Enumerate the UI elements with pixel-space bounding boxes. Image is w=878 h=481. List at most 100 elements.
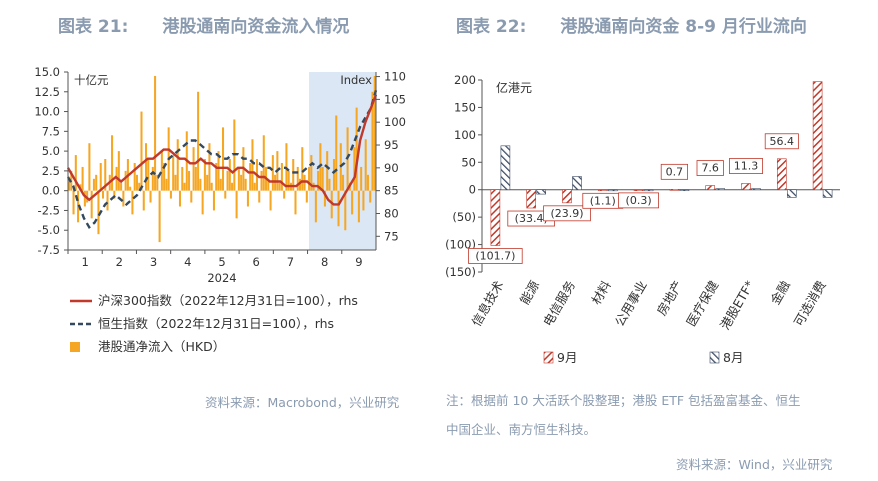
data-label: (33.4) [515,212,548,225]
bar-august [608,189,618,192]
flow-bar [215,162,218,191]
data-label: (1.1) [590,194,616,207]
flow-bar [267,178,270,191]
flow-bar [328,178,331,191]
flow-bar [194,166,197,191]
flow-bar [299,178,302,191]
flow-bar [246,190,249,207]
flow-bar [149,190,152,203]
y-tick-label: 0 [469,183,476,197]
x-tick-label: 4 [184,255,191,269]
flow-bar [199,178,202,191]
data-label: 0.7 [666,165,684,178]
flow-bar [301,147,304,191]
flow-bar [208,143,211,191]
flow-bar [326,151,329,191]
flow-bar [92,178,95,191]
bar-september [776,158,787,191]
x-tick-label: 7 [287,255,294,269]
data-label: (101.7) [475,250,515,263]
category-label: 医疗保健 [683,278,721,329]
bar-september [562,189,572,204]
right-tick-label: 80 [384,206,399,220]
left-tick-label: -2.5 [38,203,60,217]
bar-august [822,189,833,198]
flow-bar [172,155,175,191]
left-figure-title: 图表 21: 港股通南向资金流入情况 [58,12,349,37]
flow-bar [77,190,80,223]
hsi-index-line [66,89,378,230]
right-tick-label: 90 [384,161,399,175]
x-tick-label: 6 [253,255,260,269]
left-tick-label: 0.0 [42,184,60,198]
right-source: 资料来源：Wind，兴业研究 [676,457,833,472]
right-axis-label: Index [340,73,372,87]
unit-label: 亿港元 [496,80,532,95]
sector-flow-chart: 200 150 100 50 0 (50) (100) (150) 亿港元 (101.7) 信息技术… [445,73,840,365]
y-tick-label: 50 [461,155,476,169]
bar-august [751,188,761,191]
right-tick-label: 85 [384,184,399,198]
x-tick-label: 1 [81,255,88,269]
category-label: 房地产 [654,278,686,318]
bar-august [786,189,797,198]
bar-september [705,185,716,191]
flow-bar [360,166,363,191]
flow-bar [355,107,358,191]
x-tick-label: 9 [355,255,362,269]
flow-bar [278,182,281,191]
flow-bar [308,166,311,191]
flow-bar [269,190,272,211]
data-label-box [696,160,724,176]
x-tick-label: 2 [116,255,123,269]
bar-august [715,188,726,191]
flow-bar [210,182,213,191]
flow-bar [104,159,107,191]
flow-bar [95,174,98,191]
flow-bar [249,162,252,191]
flow-bar [156,174,159,191]
flow-bar [244,178,247,191]
category-label: 可选消费 [791,278,829,329]
legend-september-label: 9月 [557,350,577,365]
flow-bar [292,159,295,191]
category-label: 材料 [588,278,614,308]
flow-bar [176,139,179,191]
bar-september [741,183,751,191]
flow-bar [369,190,372,203]
left-tick-label: 5.0 [42,144,60,158]
flow-bar [101,190,105,199]
bar-september [633,189,644,192]
left-figure-text: 港股通南向资金流入情况 [162,17,350,37]
flow-bar [231,182,234,191]
flow-bar [337,190,340,227]
flow-bar [72,190,75,215]
data-label-box [660,163,688,180]
flow-bar [165,178,168,191]
flow-bar [188,170,191,191]
legend-september-swatch [543,351,554,364]
flow-bar [111,135,114,191]
flow-bar [351,190,354,215]
flow-bar [83,190,86,207]
flow-bar [240,174,243,191]
flow-bar [344,190,347,231]
legend-flow-swatch [70,342,80,352]
flow-bar [314,190,317,223]
category-label: 金融 [767,278,793,308]
flow-bar [178,190,182,207]
right-tick-label: 95 [384,138,399,152]
data-label: 56.4 [770,135,795,148]
left-source: 资料来源：Macrobond，兴业研究 [205,395,400,410]
right-figure-text: 港股通南向资金 8-9 月行业流向 [560,17,807,37]
flow-bar [106,190,109,211]
flow-bar [169,190,172,199]
flow-bar [353,147,356,191]
bar-september [669,189,680,191]
flow-bar [283,190,286,199]
flow-bar [135,174,138,191]
data-label-box [728,158,763,174]
left-tick-label: 7.5 [42,124,60,138]
y-tick-label: 100 [454,128,476,142]
flow-bar [212,190,215,211]
